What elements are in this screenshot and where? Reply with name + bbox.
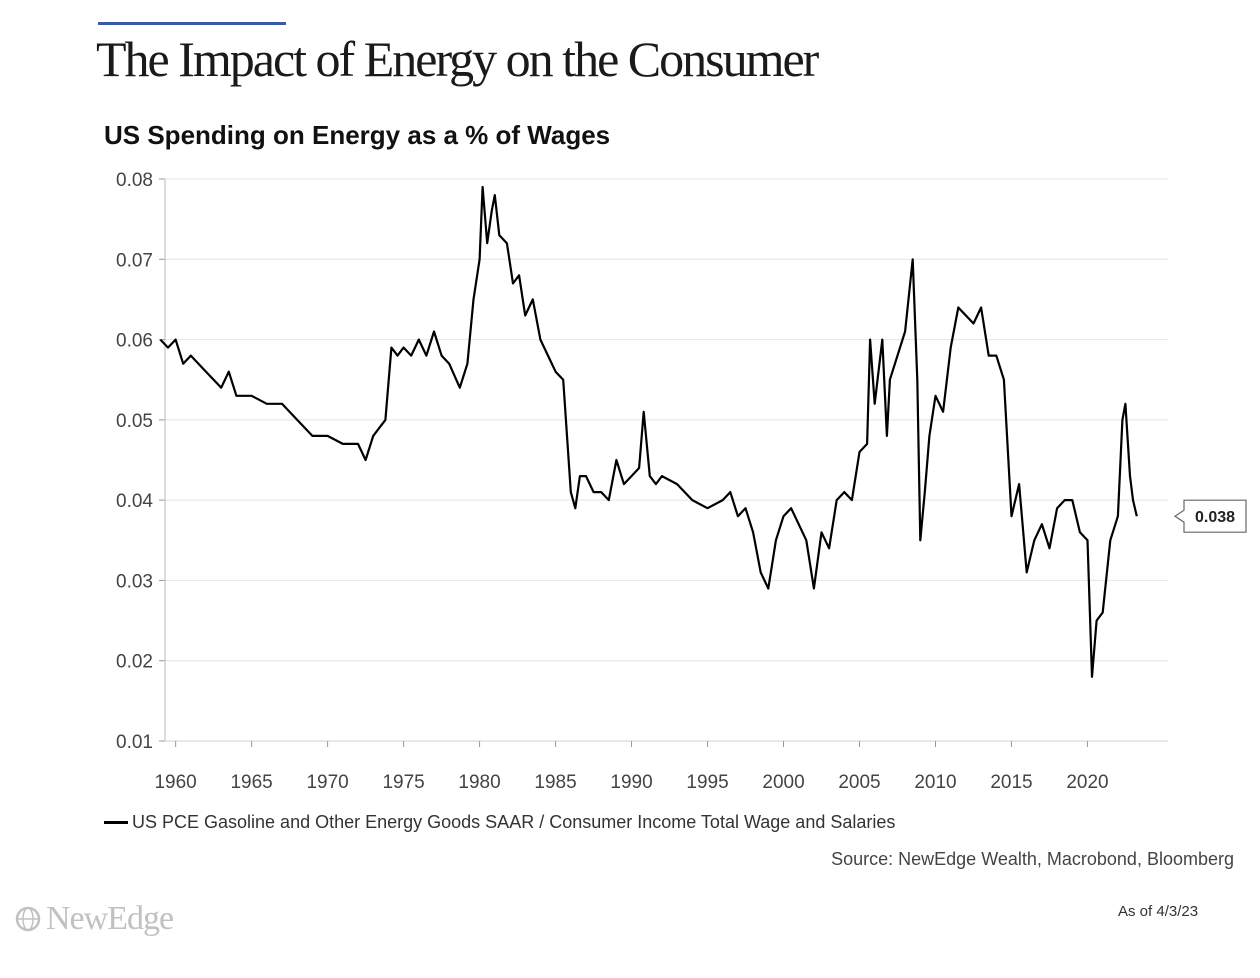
y-tick-label: 0.02 — [116, 652, 153, 673]
x-tick-label: 1980 — [458, 772, 500, 793]
last-value-callout-group: 0.038 — [1173, 499, 1247, 533]
tick-labels: 0.01 0.02 0.03 0.04 0.05 0.06 0.07 0.08 1960 1965… — [116, 170, 1109, 793]
y-tick-label: 0.08 — [116, 170, 153, 191]
y-tick-label: 0.04 — [116, 491, 153, 512]
x-tick-label: 2020 — [1066, 772, 1108, 793]
last-value-callout — [1173, 499, 1247, 533]
y-tick-label: 0.03 — [116, 571, 153, 592]
x-tick-label: 1990 — [610, 772, 652, 793]
x-tick-label: 1995 — [686, 772, 728, 793]
source-note: Source: NewEdge Wealth, Macrobond, Bloom… — [831, 849, 1234, 869]
x-tick-label: 1965 — [230, 772, 272, 793]
accent-rule — [98, 22, 286, 25]
y-tick-label: 0.06 — [116, 331, 153, 352]
globe-icon — [15, 906, 41, 932]
y-tick-label: 0.07 — [116, 250, 153, 271]
line-chart: 0.01 0.02 0.03 0.04 0.05 0.06 0.07 0.08 1960 1965… — [116, 170, 1247, 793]
chart-title: US Spending on Energy as a % of Wages — [104, 120, 611, 150]
axes — [159, 178, 1168, 747]
x-tick-label: 2010 — [914, 772, 956, 793]
series-layer — [159, 185, 1138, 678]
y-tick-label: 0.01 — [116, 732, 153, 753]
x-tick-label: 1975 — [382, 772, 424, 793]
x-tick-label: 2005 — [838, 772, 880, 793]
brand-name: NewEdge — [46, 900, 174, 937]
last-value-label: 0.038 — [1195, 509, 1235, 526]
legend-swatch — [104, 821, 128, 824]
legend-label: US PCE Gasoline and Other Energy Goods S… — [132, 812, 896, 832]
x-tick-label: 2000 — [762, 772, 804, 793]
y-tick-label: 0.05 — [116, 411, 153, 432]
x-tick-label: 1985 — [534, 772, 576, 793]
x-tick-label: 1970 — [306, 772, 348, 793]
x-tick-label: 2015 — [990, 772, 1032, 793]
x-tick-label: 1960 — [154, 772, 196, 793]
brand-logo: NewEdge — [14, 900, 174, 938]
grid-lines — [165, 178, 1168, 742]
page-title: The Impact of Energy on the Consumer — [96, 31, 819, 87]
as-of-date: As of 4/3/23 — [1118, 903, 1199, 920]
legend: US PCE Gasoline and Other Energy Goods S… — [104, 812, 895, 833]
series-line — [159, 185, 1138, 678]
